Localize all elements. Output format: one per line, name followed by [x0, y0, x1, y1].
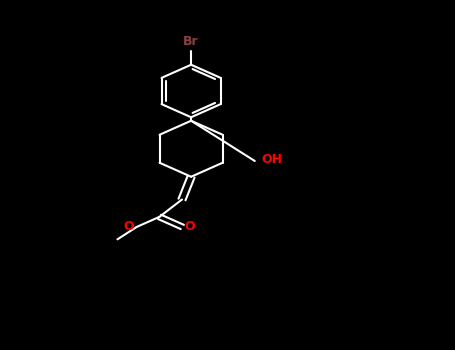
Text: O: O — [123, 220, 134, 233]
Text: OH: OH — [262, 153, 283, 166]
Text: O: O — [185, 220, 195, 233]
Text: Br: Br — [183, 35, 199, 48]
